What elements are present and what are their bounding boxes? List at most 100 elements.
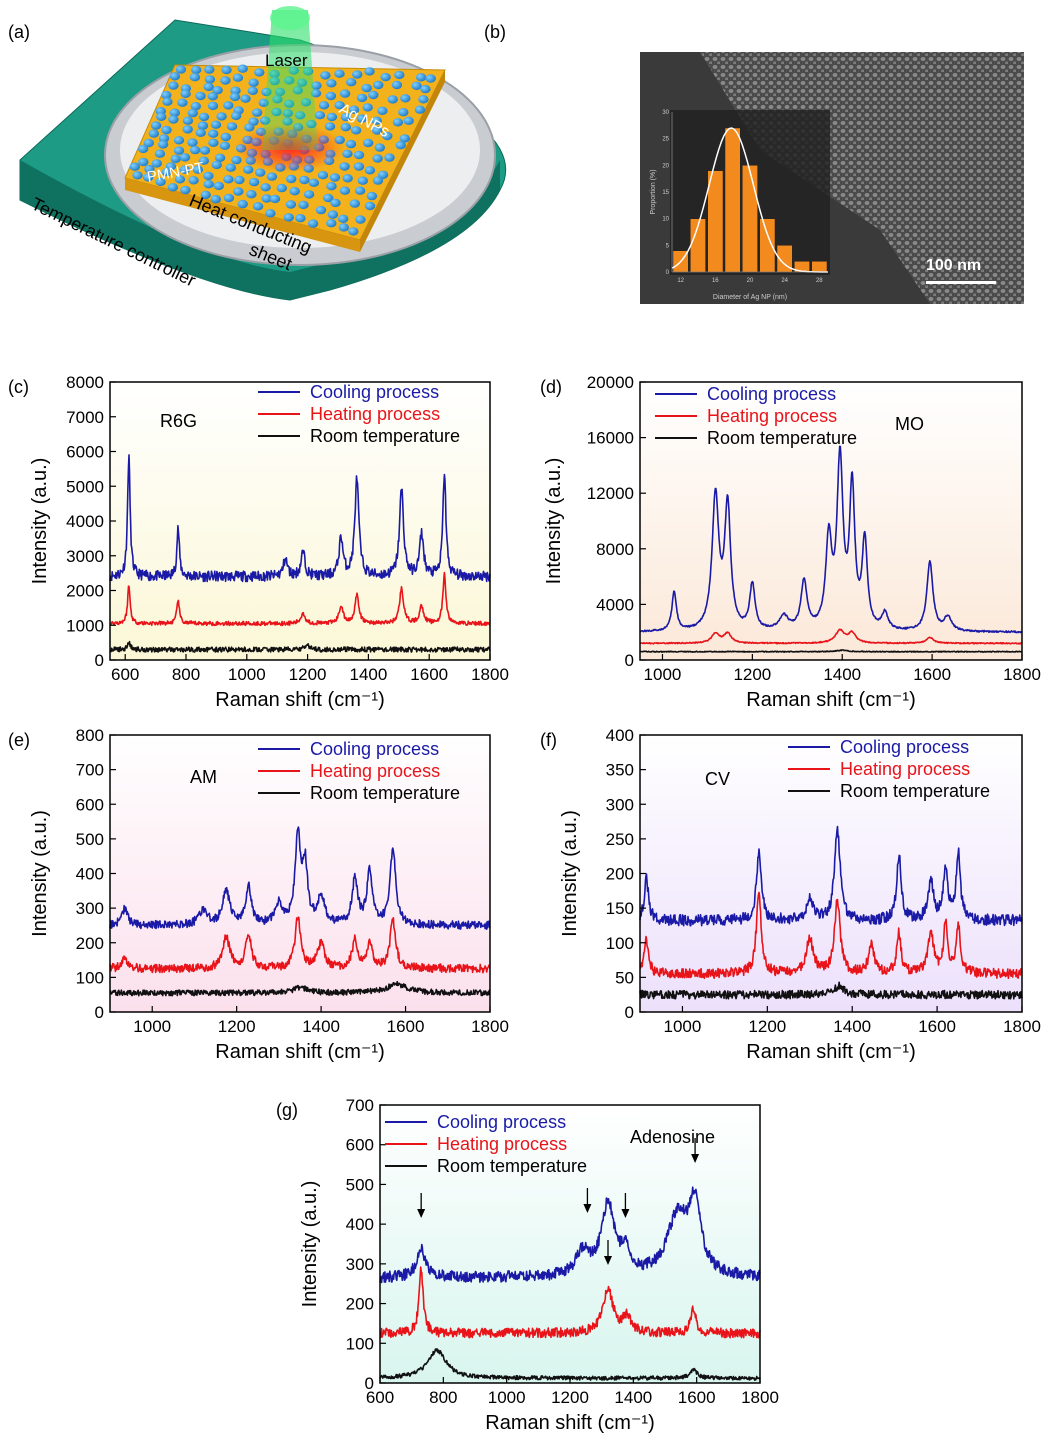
series-line-room [109, 980, 491, 997]
analyte-label: CV [705, 769, 730, 789]
ag-nanoparticle [223, 101, 234, 110]
ag-nanoparticle [226, 122, 238, 131]
ag-nanoparticle [143, 138, 154, 148]
ag-nanoparticle [169, 108, 180, 117]
ag-nanoparticle [233, 187, 244, 196]
ag-nanoparticle [144, 164, 155, 174]
y-tick-label: 0 [625, 651, 634, 670]
ag-nanoparticle [213, 181, 224, 191]
x-tick-label: 600 [111, 665, 139, 684]
panel-label: (d) [540, 377, 562, 397]
ag-nanoparticle [195, 128, 206, 137]
ag-nanoparticle [138, 157, 149, 167]
ag-nanoparticle [225, 163, 236, 172]
ag-nanoparticle [354, 186, 366, 195]
inset-x-tick-label: 16 [712, 278, 719, 284]
legend-entry: Heating process [310, 761, 440, 781]
ag-nanoparticle [352, 70, 363, 79]
ag-nanoparticle [142, 173, 154, 182]
ag-nanoparticle [162, 97, 173, 106]
legend-entry: Cooling process [310, 382, 439, 402]
temperature-controller-side [20, 160, 500, 300]
y-axis-label: Intensity (a.u.) [299, 1181, 321, 1308]
peak-arrow-head [583, 1204, 592, 1213]
ag-nanoparticle [314, 111, 326, 120]
ag-nanoparticle [203, 171, 214, 181]
gaussian-fit-line [671, 127, 828, 273]
y-axis-label: Intensity (a.u.) [29, 458, 51, 585]
y-axis-label: Intensity (a.u.) [543, 458, 565, 585]
legend-entry: Cooling process [310, 739, 439, 759]
ag-nanoparticle [223, 193, 235, 203]
laser-beam [262, 10, 318, 150]
ag-nanoparticle [229, 92, 241, 102]
ag-nanoparticle [203, 82, 214, 92]
y-tick-label: 300 [76, 899, 104, 918]
ag-nanoparticle [340, 112, 352, 122]
ag-nanoparticle [311, 81, 322, 90]
x-tick-label: 1200 [289, 665, 327, 684]
y-tick-label: 700 [346, 1096, 374, 1115]
y-tick-label: 8000 [596, 540, 634, 559]
ag-nanoparticle [373, 80, 384, 90]
series-line-heating [109, 571, 491, 627]
series-line-heating [109, 916, 491, 974]
ag-nanoparticle [356, 93, 368, 103]
ag-nanoparticle [148, 129, 159, 138]
ag-nanoparticle [220, 132, 231, 142]
ag-nanoparticle [189, 73, 201, 82]
legend-entry: Cooling process [707, 384, 836, 404]
ag-nanoparticle [180, 89, 191, 99]
y-tick-label: 50 [615, 968, 634, 987]
ag-nanoparticle [320, 71, 331, 80]
ag-nanoparticle [326, 79, 337, 88]
ag-nanoparticle [197, 121, 209, 130]
panel-label: (g) [276, 1100, 298, 1120]
pmn-pt-side [125, 178, 360, 252]
ag-nanoparticle [252, 202, 264, 211]
legend-entry: Heating process [310, 404, 440, 424]
y-tick-label: 100 [346, 1334, 374, 1353]
ag-nanoparticle [298, 200, 309, 210]
ag-nanoparticle [150, 121, 162, 130]
ag-nanoparticle [207, 92, 218, 101]
y-tick-label: 700 [76, 761, 104, 780]
raman-charts: 600 800 1000 1200 1400 1600 180001000200030004… [8, 373, 1041, 1434]
x-tick-label: 1800 [741, 1388, 779, 1407]
y-tick-label: 0 [365, 1374, 374, 1393]
x-tick-label: 1800 [1003, 1017, 1041, 1036]
ag-nanoparticle [251, 108, 263, 117]
x-tick-label: 1000 [644, 665, 682, 684]
ag-nanoparticle [208, 138, 219, 147]
ag-nanoparticle [138, 144, 149, 154]
x-tick-label: 1200 [748, 1017, 786, 1036]
ag-nanoparticle [364, 201, 376, 211]
legend-entry: Heating process [437, 1134, 567, 1154]
ag-nanoparticle [346, 78, 357, 87]
ag-nanoparticle [190, 102, 201, 111]
x-tick-label: 1200 [733, 665, 771, 684]
ag-nanoparticle [191, 65, 202, 75]
y-tick-label: 600 [346, 1136, 374, 1155]
ag-nanoparticle [182, 116, 194, 125]
ag-nanoparticle [372, 176, 384, 185]
ag-nanoparticle [161, 125, 172, 135]
ag-nanoparticle [327, 210, 339, 219]
ag-nanoparticle [334, 69, 345, 78]
histogram-bar [724, 127, 741, 273]
y-tick-label: 3000 [66, 547, 104, 566]
ag-nanoparticle [285, 200, 297, 209]
ag-nanoparticle [286, 174, 297, 184]
ag-nanoparticle [151, 159, 162, 168]
ag-nanoparticle [214, 153, 226, 162]
x-tick-label: 1800 [471, 1017, 509, 1036]
panel-a-schematic: (a) Laser Ag NPs PMN-PT Heat conducting … [8, 6, 507, 301]
legend-entry: Heating process [840, 759, 970, 779]
x-axis-label: Raman shift (cm⁻¹) [215, 689, 384, 711]
ag-nanoparticle [318, 101, 330, 110]
ag-nanoparticle [175, 65, 187, 74]
laser-source [270, 6, 310, 30]
ag-nanoparticle [334, 101, 345, 110]
x-tick-label: 1600 [918, 1017, 956, 1036]
ag-nanoparticle [230, 111, 242, 121]
